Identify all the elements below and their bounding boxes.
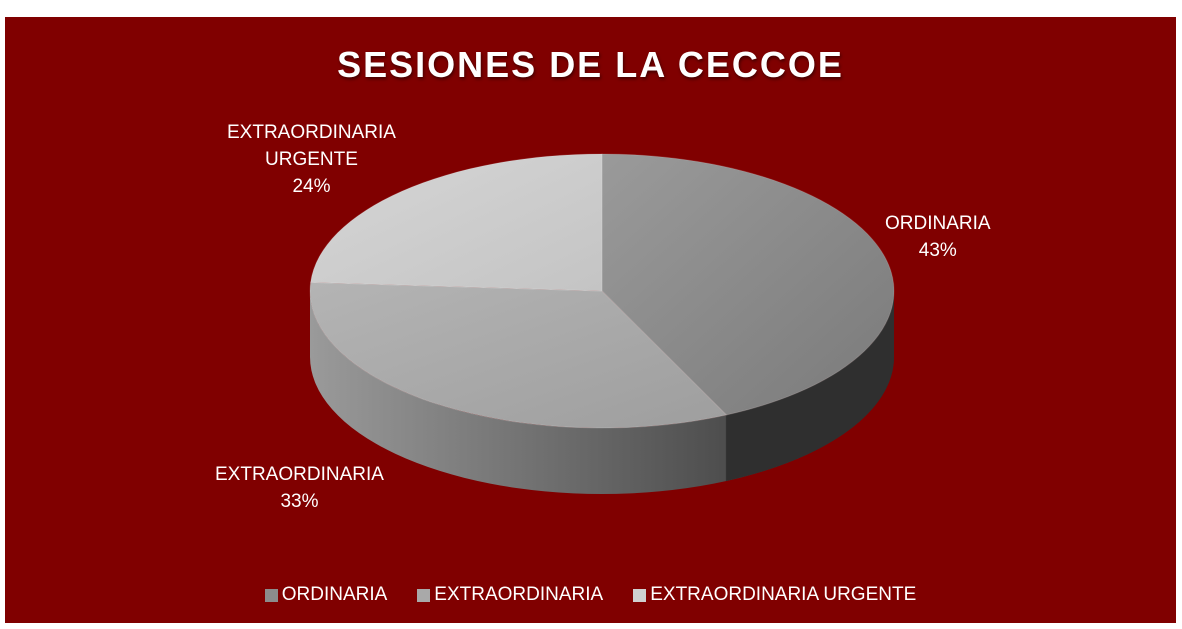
- pie-slice-extraordinaria: [309, 281, 728, 429]
- data-label-ordinaria: ORDINARIA 43%: [885, 213, 991, 261]
- legend-swatch: [633, 588, 647, 602]
- pie-slice-ordinaria: [601, 153, 895, 416]
- pie-side-segment-ordinaria: [726, 291, 894, 481]
- pie-plot: [309, 153, 895, 494]
- legend-item-extraordinaria-urgente: EXTRAORDINARIA URGENTE: [633, 584, 916, 606]
- legend-item-extraordinaria: EXTRAORDINARIA: [417, 584, 603, 606]
- legend: ORDINARIA EXTRAORDINARIA EXTRAORDINARIA UR…: [5, 584, 1176, 606]
- legend-label: EXTRAORDINARIA URGENTE: [650, 584, 917, 605]
- chart-title: SESIONES DE LA CECCOE: [337, 44, 844, 85]
- data-label-extraordinaria-urgente: EXTRAORDINARIA URGENTE 24%: [227, 122, 396, 197]
- data-label-extraordinaria: EXTRAORDINARIA 33%: [215, 464, 384, 512]
- legend-swatch: [264, 588, 278, 602]
- chart-area: SESIONES DE LA CECCOE ORDINARIA 43% EXTR: [5, 17, 1176, 623]
- pie-slice-extraordinaria-urgente: [310, 153, 603, 292]
- legend-label: ORDINARIA: [281, 584, 388, 605]
- legend-label: EXTRAORDINARIA: [434, 584, 604, 605]
- legend-swatch: [417, 588, 431, 602]
- legend-item-ordinaria: ORDINARIA: [264, 584, 388, 606]
